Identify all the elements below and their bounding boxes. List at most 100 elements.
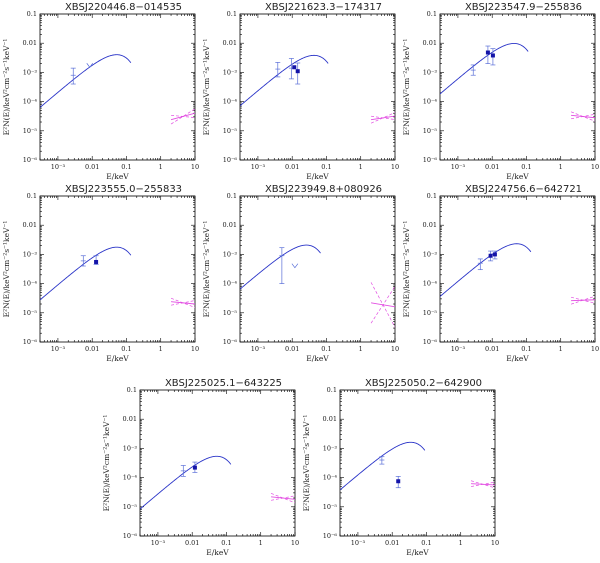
y-tick-label: 10⁻⁵ [223, 309, 238, 317]
sed-panel: XBSJ223547.9−255836 10⁻³ 0.01 0.1 1 10 10⁻⁶ 10⁻… [400, 0, 600, 182]
y-axis-label: E²N(E)/keV²cm⁻²s⁻¹keV⁻¹ [302, 415, 311, 512]
sed-plot: XBSJ225050.2−642900 10⁻³ 0.01 0.1 1 10 10⁻⁶ 10⁻… [302, 378, 499, 557]
x-tick-label: 0.1 [221, 539, 231, 547]
model-curve [240, 54, 329, 107]
x-tick-label: 10⁻³ [51, 345, 66, 353]
y-axis-label: E²N(E)/keV²cm⁻²s⁻¹keV⁻¹ [2, 39, 11, 136]
data-point-filled [488, 253, 493, 258]
data-point-filled [485, 50, 490, 55]
y-tick-label: 10⁻³ [23, 250, 38, 258]
x-axis-label: E/keV [106, 354, 129, 363]
x-tick-label: 1 [359, 345, 363, 353]
data-point-filled [492, 252, 497, 257]
y-tick-label: 0.1 [427, 10, 437, 18]
model-curve [140, 455, 232, 510]
x-tick-label: 10⁻³ [251, 345, 266, 353]
model-curve [440, 243, 532, 297]
y-tick-label: 10⁻³ [323, 444, 338, 452]
plot-frame [239, 13, 396, 161]
model-curve [240, 244, 321, 290]
y-tick-label: 10⁻⁶ [23, 156, 38, 164]
x-tick-label: 0.1 [421, 539, 431, 547]
xray-fit-bound [570, 113, 595, 120]
y-tick-label: 10⁻⁵ [423, 127, 438, 135]
x-tick-label: 0.1 [521, 345, 531, 353]
panel-title: XBSJ220446.8−014535 [65, 2, 182, 13]
x-axis-label: E/keV [506, 354, 529, 363]
xray-fit-bound [370, 115, 395, 120]
plot-frame [39, 195, 196, 343]
data-point-filled [292, 65, 297, 70]
y-tick-label: 0.1 [227, 10, 237, 18]
y-tick-label: 0.1 [27, 10, 37, 18]
x-axis-label: E/keV [406, 548, 429, 557]
y-tick-label: 0.01 [423, 221, 437, 229]
x-tick-label: 10 [591, 163, 599, 171]
x-tick-label: 0.01 [185, 539, 199, 547]
y-tick-label: 0.1 [127, 386, 137, 394]
plot-frame [39, 13, 196, 161]
sed-panel: XBSJ223949.8+080926 10⁻³ 0.01 0.1 1 10 10⁻⁶ 10⁻… [200, 182, 400, 364]
x-tick-label: 0.01 [85, 345, 99, 353]
x-tick-label: 10⁻³ [51, 163, 66, 171]
x-tick-label: 0.01 [385, 539, 399, 547]
x-tick-label: 10 [191, 345, 199, 353]
plot-frame [239, 195, 396, 343]
y-tick-label: 0.1 [27, 192, 37, 200]
x-tick-label: 1 [259, 539, 263, 547]
x-tick-label: 0.1 [321, 345, 331, 353]
x-tick-label: 10 [291, 539, 299, 547]
plot-frame [439, 195, 596, 343]
y-tick-label: 10⁻⁵ [23, 309, 38, 317]
y-tick-label: 10⁻⁴ [423, 280, 438, 288]
x-tick-label: 1 [359, 163, 363, 171]
y-tick-label: 0.01 [23, 221, 37, 229]
plot-frame [439, 13, 596, 161]
x-tick-label: 10 [191, 163, 199, 171]
y-tick-label: 10⁻³ [123, 444, 138, 452]
upper-limit-arrow [86, 63, 94, 68]
y-tick-label: 10⁻⁶ [423, 156, 438, 164]
y-tick-label: 10⁻⁶ [423, 338, 438, 346]
xray-fit-bound [570, 295, 595, 305]
y-tick-label: 10⁻³ [223, 250, 238, 258]
panel-title: XBSJ223547.9−255836 [465, 2, 582, 13]
x-tick-label: 10⁻³ [151, 539, 166, 547]
y-axis-label: E²N(E)/keV²cm⁻²s⁻¹keV⁻¹ [2, 221, 11, 318]
y-axis-label: E²N(E)/keV²cm⁻²s⁻¹keV⁻¹ [202, 39, 211, 136]
y-tick-label: 10⁻⁴ [123, 474, 138, 482]
y-axis-label: E²N(E)/keV²cm⁻²s⁻¹keV⁻¹ [402, 221, 411, 318]
y-tick-label: 10⁻³ [423, 250, 438, 258]
model-curve [340, 441, 426, 491]
model-curve [440, 42, 529, 95]
y-axis-label: E²N(E)/keV²cm⁻²s⁻¹keV⁻¹ [102, 415, 111, 512]
panel-title: XBSJ224756.6−642721 [465, 184, 582, 195]
sed-panel: XBSJ225025.1−643225 10⁻³ 0.01 0.1 1 10 10⁻⁶ 10⁻… [100, 376, 300, 558]
panel-title: XBSJ225050.2−642900 [365, 378, 482, 389]
x-tick-label: 1 [159, 163, 163, 171]
x-tick-label: 0.1 [321, 163, 331, 171]
y-tick-label: 10⁻⁴ [223, 98, 238, 106]
y-tick-label: 10⁻⁶ [23, 338, 38, 346]
upper-limit-arrow [291, 263, 299, 269]
y-tick-label: 10⁻⁶ [223, 156, 238, 164]
y-tick-label: 10⁻⁵ [23, 127, 38, 135]
x-tick-label: 1 [559, 163, 563, 171]
xray-fit-bound [270, 495, 295, 501]
y-tick-label: 10⁻⁵ [323, 503, 338, 511]
x-tick-label: 0.1 [121, 345, 131, 353]
x-tick-label: 0.01 [285, 163, 299, 171]
y-tick-label: 10⁻⁴ [223, 280, 238, 288]
sed-panel: XBSJ220446.8−014535 10⁻³ 0.01 0.1 1 10 10⁻⁶ 10⁻… [0, 0, 200, 182]
sed-plot: XBSJ223555.0−255833 10⁻³ 0.01 0.1 1 10 10⁻⁶ 10⁻… [2, 184, 199, 363]
sed-plot: XBSJ224756.6−642721 10⁻³ 0.01 0.1 1 10 10⁻⁶ 10⁻… [402, 184, 599, 363]
xray-fit-bound [171, 114, 195, 118]
x-tick-label: 10 [391, 345, 399, 353]
data-point-filled [396, 479, 401, 484]
x-tick-label: 10 [591, 345, 599, 353]
plot-frame [339, 389, 496, 537]
y-tick-label: 0.01 [123, 415, 137, 423]
sed-plot: XBSJ225025.1−643225 10⁻³ 0.01 0.1 1 10 10⁻⁶ 10⁻… [102, 378, 299, 557]
y-tick-label: 10⁻³ [423, 68, 438, 76]
